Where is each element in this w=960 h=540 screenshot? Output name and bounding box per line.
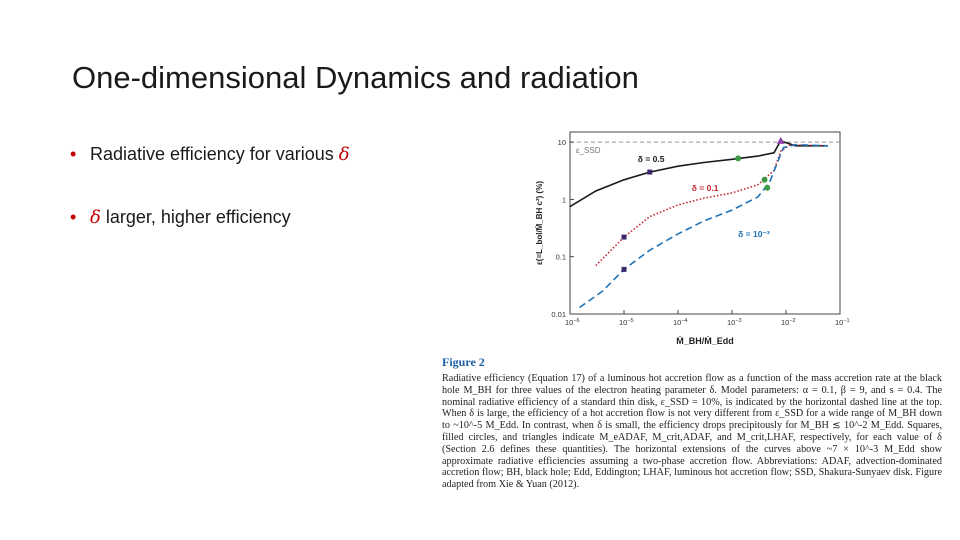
square-marker (647, 169, 653, 175)
slide-title: One-dimensional Dynamics and radiation (72, 60, 639, 95)
y-axis-label: ε(=L_bol/Ṁ_BH c²) (%) (535, 181, 544, 265)
series-line (595, 143, 829, 267)
x-tick-label: 10−4 (673, 318, 688, 327)
series-label: δ = 0.1 (692, 183, 719, 193)
series-line (569, 139, 828, 208)
caption-body: Radiative efficiency (Equation 17) of a … (442, 373, 942, 491)
bullet-item: • δ larger, higher efficiency (70, 205, 350, 230)
bullet-list: • Radiative efficiency for various δ • δ l… (70, 142, 350, 268)
bullet-item: • Radiative efficiency for various δ (70, 142, 350, 167)
y-tick-label: 0.01 (551, 310, 566, 319)
circle-marker (764, 184, 771, 191)
bullet-delta-symbol: δ (338, 144, 350, 165)
x-tick-label: 10−5 (619, 318, 634, 327)
circle-marker (735, 155, 742, 162)
bullet-marker: • (70, 144, 77, 164)
square-marker (621, 266, 627, 272)
efficiency-chart: ε_SSD 10−6 10−5 10−4 10−3 10−2 10−1 0.01 0.1 1 10 Ṁ… (535, 131, 850, 346)
caption-heading: Figure 2 (442, 355, 485, 369)
triangle-marker (776, 136, 785, 144)
square-marker (621, 234, 627, 240)
bullet-marker: • (70, 207, 77, 227)
y-tick-label: 1 (562, 195, 566, 204)
series-line (579, 143, 829, 309)
reference-line-label: ε_SSD (576, 146, 601, 155)
series-label: δ = 10⁻³ (738, 229, 770, 239)
y-tick-label: 0.1 (556, 253, 566, 262)
bullet-text: Radiative efficiency for various (90, 144, 339, 164)
x-tick-label: 10−1 (835, 318, 850, 327)
bullet-delta-symbol: δ (90, 207, 101, 228)
x-axis-label: Ṁ_BH/Ṁ_Edd (676, 336, 734, 346)
x-tick-label: 10−3 (727, 318, 742, 327)
x-tick-label: 10−2 (781, 318, 796, 327)
figure-caption: Figure 2 Radiative efficiency (Equation … (442, 355, 942, 491)
y-tick-label: 10 (558, 138, 566, 147)
x-tick-label: 10−6 (565, 318, 580, 327)
circle-marker (761, 176, 768, 183)
series-label: δ = 0.5 (638, 154, 665, 164)
plot-frame (569, 131, 841, 315)
bullet-text-after: larger, higher efficiency (100, 207, 291, 227)
